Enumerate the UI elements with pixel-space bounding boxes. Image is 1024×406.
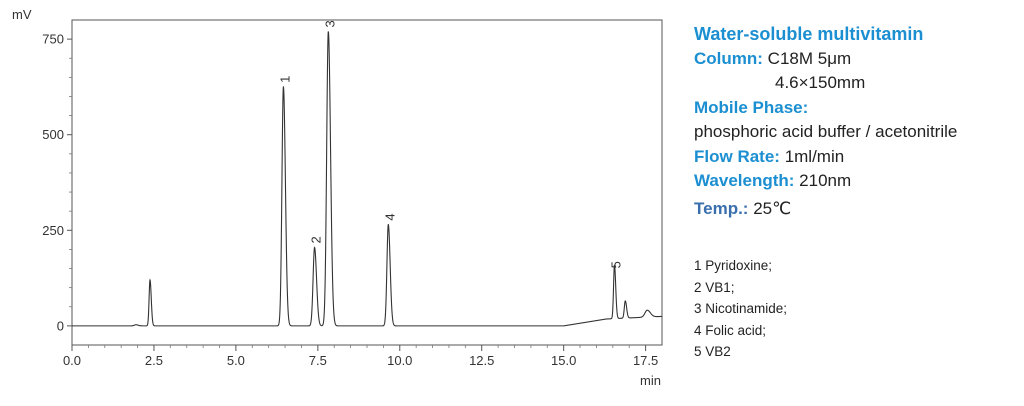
x-tick-label: 2.5 [145, 353, 163, 368]
legend-item-1: 1 Pyridoxine; [694, 258, 773, 273]
mobile-phase-value: phosphoric acid buffer / acetonitrile [694, 122, 958, 141]
peak-legend: 1 Pyridoxine; 2 VB1; 3 Nicotinamide; 4 F… [694, 255, 787, 363]
peak-label-3: 3 [322, 20, 337, 27]
x-tick-label: 17.5 [633, 353, 658, 368]
temp-label: Temp.: [694, 198, 749, 218]
wavelength-row: Wavelength: 210nm [694, 169, 1019, 194]
peak-label-5: 5 [608, 261, 623, 268]
temp-value: 25℃ [753, 198, 792, 218]
y-tick-label: 250 [42, 223, 64, 238]
column-label: Column: [694, 48, 763, 68]
column-dims: 4.6×150mm [775, 73, 866, 92]
x-axis: 0.0 2.5 5.0 7.5 10.0 12.5 15.0 17.5 [63, 345, 658, 368]
flow-rate-row: Flow Rate: 1ml/min [694, 145, 1019, 170]
x-axis-unit: min [640, 373, 661, 388]
plot-border [71, 19, 663, 346]
legend-item-2: 2 VB1; [694, 279, 735, 295]
plot-frame [71, 19, 663, 346]
y-axis: 0 250 500 750 [42, 32, 72, 333]
x-tick-label: 15.0 [551, 353, 576, 368]
legend-item-4: 4 Folic acid; [694, 322, 767, 338]
x-tick-label: 7.5 [309, 353, 327, 368]
column-row: Column: C18M 5μm [694, 47, 1019, 72]
peak-label-4: 4 [382, 213, 397, 220]
flow-rate-label: Flow Rate: [694, 146, 780, 166]
x-tick-label: 10.0 [387, 353, 412, 368]
trace-line [72, 31, 663, 327]
method-info-panel: Water-soluble multivitamin Column: C18M … [694, 22, 1019, 221]
wavelength-value: 210nm [799, 171, 852, 190]
x-tick-label: 12.5 [469, 353, 494, 368]
peak-label-2: 2 [309, 236, 324, 243]
mobile-phase-label: Mobile Phase: [694, 97, 809, 117]
temp-row: Temp.: 25℃ [694, 197, 1019, 222]
peak-labels: 1 2 3 4 5 [277, 20, 623, 268]
x-tick-label: 5.0 [227, 353, 245, 368]
legend-item-5: 5 VB2 [694, 344, 731, 359]
legend-item-3: 3 Nicotinamide; [694, 301, 788, 316]
y-tick-label: 750 [42, 32, 64, 47]
method-title: Water-soluble multivitamin [694, 24, 924, 44]
x-tick-label: 0.0 [63, 353, 81, 368]
y-axis-unit: mV [12, 7, 32, 22]
wavelength-label: Wavelength: [694, 171, 795, 190]
chromatogram-trace [72, 31, 663, 327]
y-tick-label: 500 [42, 127, 64, 142]
flow-rate-value: 1ml/min [784, 146, 845, 166]
y-tick-label: 0 [57, 318, 64, 333]
column-value: C18M 5μm [767, 48, 852, 68]
peak-label-1: 1 [277, 76, 292, 83]
